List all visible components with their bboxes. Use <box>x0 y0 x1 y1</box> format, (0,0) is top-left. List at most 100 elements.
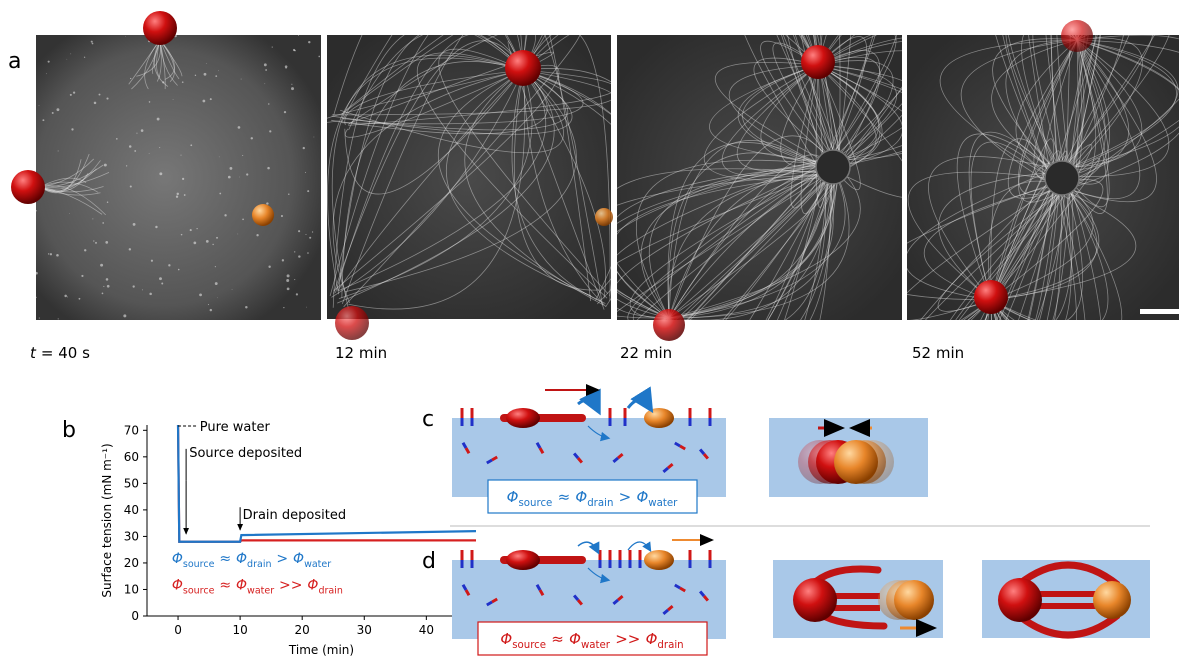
streamline <box>990 144 1093 301</box>
streamline <box>39 181 99 193</box>
particle <box>71 128 74 131</box>
droplet <box>834 440 878 484</box>
streamline <box>667 157 834 320</box>
streamline <box>438 48 609 294</box>
streamline <box>937 183 1071 312</box>
particle <box>318 55 321 58</box>
particle <box>100 263 104 267</box>
surfactant-tail <box>576 599 584 606</box>
streamline <box>617 164 824 319</box>
streamline <box>939 39 1078 186</box>
particle <box>175 195 179 198</box>
streamline <box>995 35 1078 186</box>
streamline <box>1056 35 1078 176</box>
x-tick-label: 30 <box>357 623 372 637</box>
streamline <box>159 39 175 82</box>
operator: ≈ <box>219 551 231 567</box>
streamline <box>938 171 1066 301</box>
particle <box>66 58 68 60</box>
micrograph <box>907 35 1179 320</box>
surfactant-head <box>486 600 493 607</box>
surfactant-tail <box>538 447 545 454</box>
streamline <box>1007 35 1078 171</box>
particle <box>281 259 285 262</box>
particle <box>148 153 150 155</box>
particle <box>292 48 296 52</box>
particle <box>263 63 267 67</box>
particle <box>98 93 101 96</box>
particle <box>286 274 290 278</box>
streamline <box>817 64 877 159</box>
streamline <box>794 35 842 174</box>
streamline <box>1063 39 1109 185</box>
micrograph <box>327 35 611 319</box>
particle <box>181 81 184 83</box>
streamline <box>39 185 106 216</box>
x-tick-label: 0 <box>174 623 182 637</box>
streamline <box>990 177 1072 320</box>
streamline <box>1053 39 1143 169</box>
streamline <box>341 69 584 125</box>
streamline <box>332 35 524 308</box>
particle <box>68 213 70 214</box>
particle <box>283 110 287 114</box>
particle <box>280 214 284 218</box>
streamline <box>348 35 537 125</box>
surfactant-head <box>535 442 542 449</box>
streamline <box>39 159 82 194</box>
streamline <box>668 165 840 320</box>
subscript: water <box>581 640 611 651</box>
streamline <box>990 183 1071 320</box>
droplet <box>894 580 934 620</box>
time-label: 12 min <box>335 344 387 362</box>
streamline <box>668 174 827 320</box>
streamline <box>144 39 161 90</box>
streamline <box>617 173 837 319</box>
streamline <box>1050 35 1078 174</box>
droplet <box>143 11 177 45</box>
streamline <box>721 64 831 177</box>
particle <box>189 229 192 232</box>
streamline <box>737 64 839 171</box>
streamline <box>990 177 1098 301</box>
streamline <box>338 35 524 291</box>
particle <box>78 297 81 300</box>
streamline <box>668 166 846 319</box>
symbol: Φ <box>236 577 247 593</box>
particle <box>240 78 242 80</box>
particle <box>161 282 164 285</box>
droplet <box>595 208 613 226</box>
operator: > <box>276 551 288 567</box>
streamline <box>817 41 902 170</box>
particle <box>140 129 144 132</box>
streamline <box>522 68 611 301</box>
surfactant-head <box>486 458 493 465</box>
particle <box>176 192 179 196</box>
surfactant-head <box>572 594 580 601</box>
particle <box>149 292 152 296</box>
micrograph <box>36 35 321 320</box>
streamline <box>800 35 833 164</box>
particle <box>38 105 40 107</box>
streamline <box>632 158 837 320</box>
streamline <box>990 179 1067 320</box>
streamline <box>333 64 560 292</box>
particle <box>105 241 109 244</box>
streamline <box>787 35 824 158</box>
particle <box>216 236 218 239</box>
y-axis-label: Surface tension (mN m⁻¹) <box>100 443 114 597</box>
particle <box>159 277 162 281</box>
streamline <box>668 170 841 320</box>
particle <box>66 296 68 298</box>
operator: >> <box>615 630 640 648</box>
streamline <box>522 35 611 301</box>
subscript: water <box>247 585 274 596</box>
droplet <box>653 309 685 341</box>
particle <box>106 201 109 203</box>
streamline <box>742 64 827 166</box>
particle <box>168 264 171 267</box>
particle <box>307 252 309 254</box>
streamline <box>990 187 1100 301</box>
surfactant-tail <box>464 447 471 454</box>
streamline <box>817 64 897 167</box>
